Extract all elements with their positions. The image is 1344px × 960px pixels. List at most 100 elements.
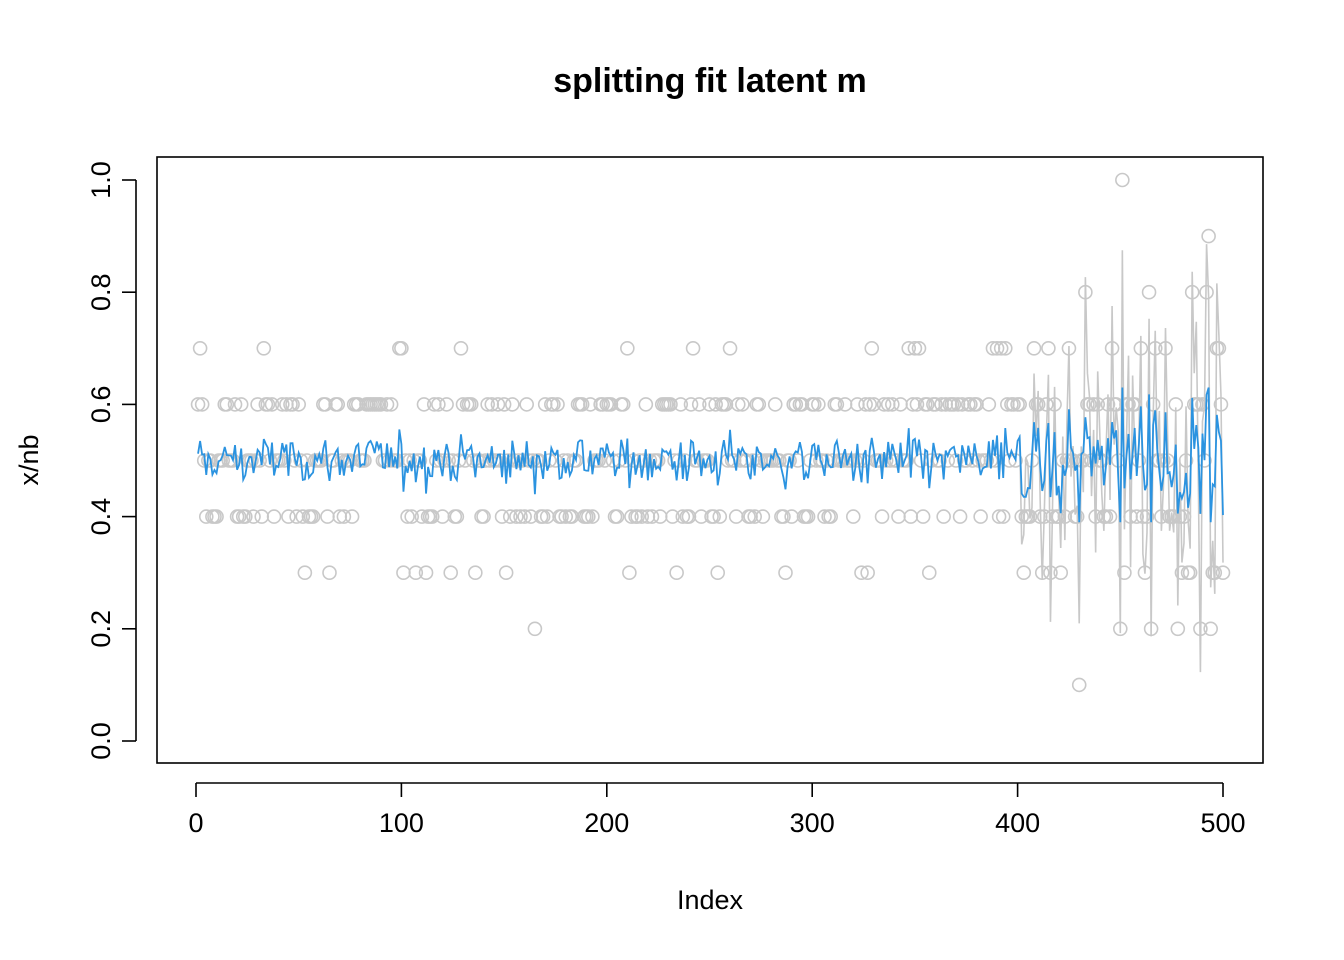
- data-point: [260, 397, 276, 412]
- data-point: [585, 509, 600, 524]
- x-axis-label: Index: [677, 885, 744, 915]
- data-point: [1203, 621, 1218, 637]
- data-point: [320, 509, 335, 524]
- data-point: [238, 509, 253, 524]
- data-point: [476, 509, 491, 524]
- data-point: [383, 397, 399, 412]
- data-point: [630, 509, 645, 524]
- data-point: [455, 397, 471, 412]
- data-point: [505, 397, 520, 412]
- data-point: [1174, 565, 1190, 581]
- y-tick-label: 0.4: [86, 498, 116, 536]
- data-point: [418, 565, 434, 581]
- x-tick-label: 200: [584, 808, 629, 838]
- data-point: [1071, 677, 1087, 693]
- data-point: [946, 397, 962, 412]
- data-point: [963, 397, 978, 412]
- data-point: [907, 340, 923, 356]
- data-point: [973, 509, 988, 524]
- data-point: [449, 509, 465, 524]
- data-point: [782, 453, 797, 468]
- data-point: [291, 397, 307, 412]
- data-point: [192, 340, 208, 356]
- data-point: [817, 509, 832, 524]
- data-point: [823, 509, 838, 524]
- data-point: [233, 397, 249, 412]
- data-point: [198, 509, 214, 524]
- data-point: [295, 509, 311, 524]
- data-point: [615, 397, 631, 412]
- data-point: [546, 397, 561, 412]
- data-point: [264, 397, 280, 412]
- plot-area: [190, 172, 1231, 693]
- data-point: [1201, 228, 1216, 244]
- data-point: [806, 397, 822, 412]
- data-point: [490, 397, 506, 412]
- data-point: [683, 397, 699, 412]
- data-point: [517, 509, 532, 524]
- y-tick-label: 0.2: [86, 610, 116, 648]
- data-point: [190, 397, 206, 412]
- data-point: [755, 509, 771, 524]
- data-point: [1215, 565, 1231, 581]
- data-point: [424, 509, 440, 524]
- data-point: [1016, 565, 1032, 581]
- data-point: [250, 397, 265, 412]
- data-point: [1117, 565, 1132, 581]
- data-point: [997, 340, 1013, 356]
- data-point: [829, 397, 845, 412]
- data-point: [439, 397, 454, 412]
- data-point: [903, 509, 919, 524]
- data-point: [416, 397, 432, 412]
- data-point: [800, 509, 816, 524]
- data-point: [468, 565, 483, 581]
- data-point: [431, 397, 446, 412]
- data-point: [735, 397, 750, 412]
- data-point: [394, 340, 409, 356]
- data-point: [581, 509, 596, 524]
- x-tick-label: 300: [790, 808, 835, 838]
- x-axis: 0 100 200 300 400 500: [188, 782, 1246, 838]
- data-point: [527, 621, 543, 637]
- data-point: [519, 397, 534, 412]
- data-point: [357, 453, 372, 468]
- data-point: [574, 397, 590, 412]
- data-point: [652, 509, 668, 524]
- data-point: [246, 509, 261, 524]
- data-point: [1041, 340, 1056, 356]
- data-point: [708, 397, 723, 412]
- data-point: [609, 509, 625, 524]
- x-tick-label: 100: [379, 808, 424, 838]
- y-tick-label: 0.8: [86, 273, 116, 311]
- data-point: [811, 397, 826, 412]
- data-point: [919, 397, 935, 412]
- data-point: [266, 509, 282, 524]
- data-point: [414, 509, 430, 524]
- data-point: [722, 340, 738, 356]
- data-point: [330, 397, 346, 412]
- y-tick-label: 1.0: [86, 161, 116, 199]
- data-point: [1098, 509, 1114, 524]
- data-point: [928, 397, 943, 412]
- data-point: [866, 397, 882, 412]
- data-point: [396, 565, 411, 581]
- data-point: [706, 509, 721, 524]
- data-point: [558, 509, 574, 524]
- data-point: [274, 397, 290, 412]
- data-point: [408, 565, 424, 581]
- data-point: [663, 397, 678, 412]
- data-point: [1182, 565, 1198, 581]
- y-tick-label: 0.0: [86, 722, 116, 760]
- data-point: [685, 340, 701, 356]
- data-point: [1115, 172, 1130, 188]
- plot-frame: [156, 156, 1264, 764]
- data-point: [728, 509, 744, 524]
- data-point: [400, 509, 415, 524]
- data-point: [550, 397, 565, 412]
- data-point: [219, 397, 235, 412]
- y-axis: 0.0 0.2 0.4 0.6 0.8 1.0: [86, 161, 137, 760]
- data-point: [858, 397, 873, 412]
- data-point: [334, 453, 350, 468]
- data-point: [673, 397, 689, 412]
